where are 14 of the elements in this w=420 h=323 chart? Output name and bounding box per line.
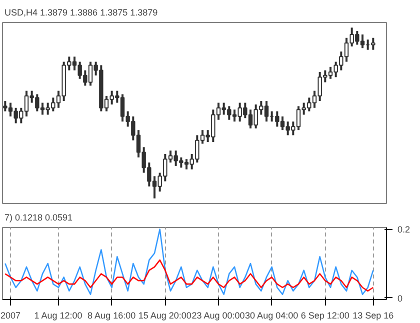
x-tick-label: 1 Aug 12:00 bbox=[34, 310, 82, 320]
x-tick-label: 13 Sep 16 bbox=[352, 310, 394, 320]
x-tick-label: 2007 bbox=[0, 310, 21, 320]
x-tick-label: 30 Aug 04:00 bbox=[245, 310, 298, 320]
line-series bbox=[4, 228, 374, 296]
x-tick-label: 15 Aug 20:00 bbox=[138, 310, 192, 320]
x-tick-label: 23 Aug 00:00 bbox=[192, 310, 245, 320]
chart-title: 7) 0.1218 0.0591 bbox=[4, 212, 73, 222]
line-series bbox=[4, 259, 374, 292]
y-tick-label: 0 bbox=[398, 293, 403, 304]
y-tick-label: 0.2 bbox=[398, 224, 410, 235]
x-tick-label: 8 Aug 16:00 bbox=[88, 310, 136, 320]
x-tick-label: 6 Sep 12:00 bbox=[300, 310, 350, 320]
chart-title: USD,H4 1.3879 1.3886 1.3875 1.3879 bbox=[4, 8, 158, 18]
